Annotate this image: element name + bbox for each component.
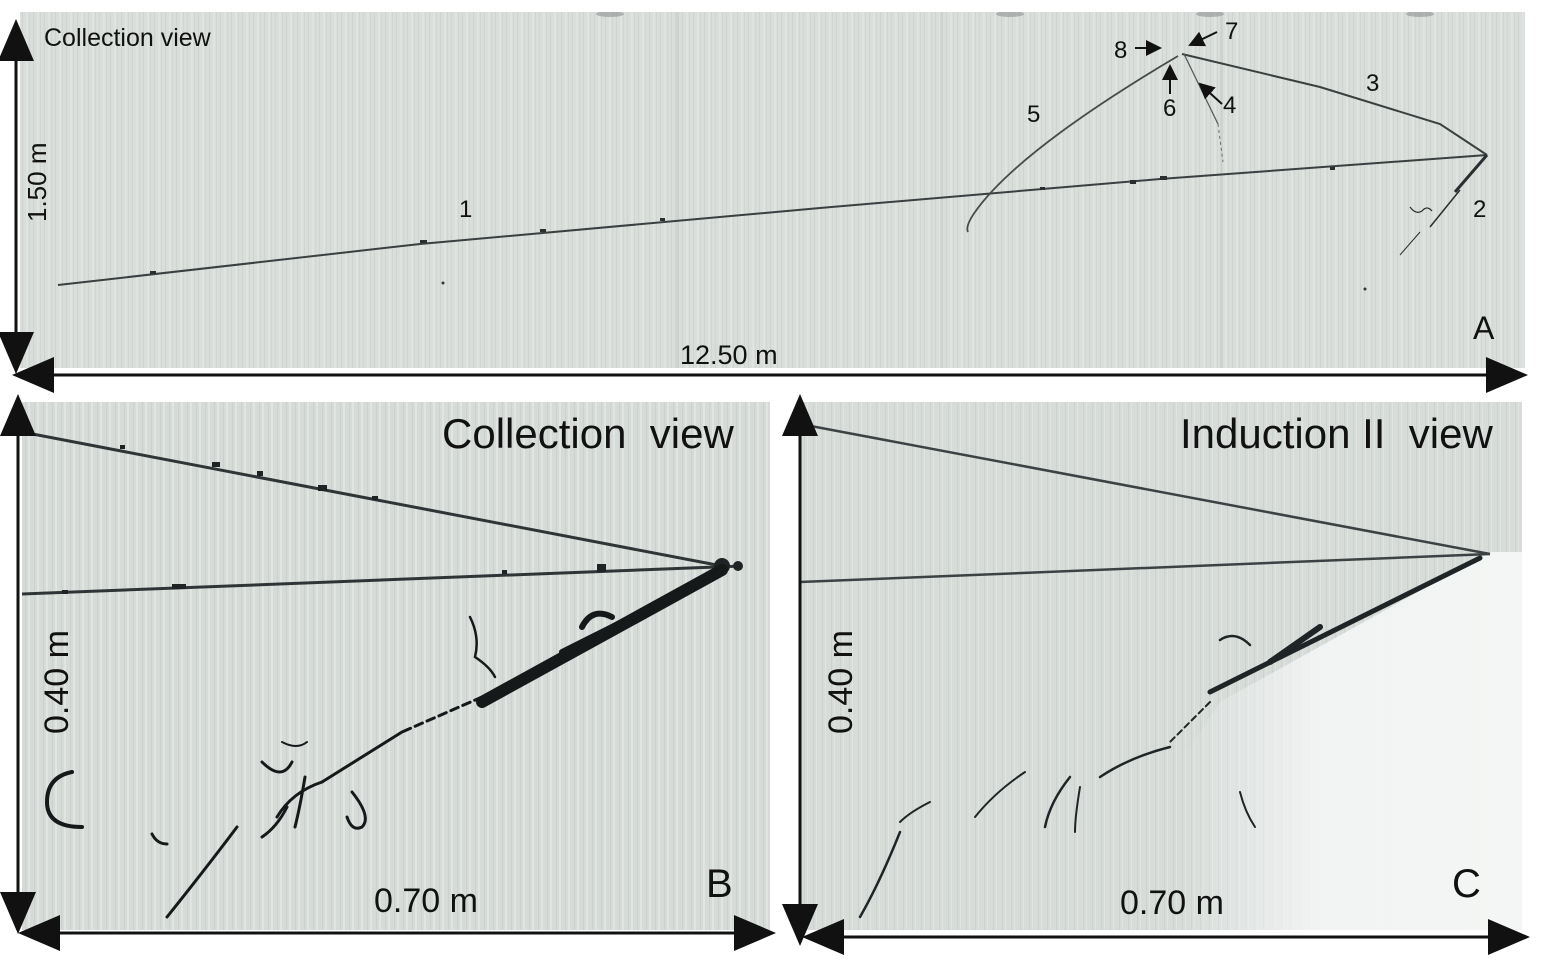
- track-number-4: 4: [1223, 92, 1237, 119]
- panel-b-event-display: [22, 402, 770, 930]
- panel-b-shower: [44, 564, 728, 919]
- panel-a-image: [20, 12, 1525, 368]
- panel-b-width-label: 0.70 m: [374, 882, 478, 920]
- track-3: [1181, 53, 1488, 156]
- panel-b-title: Collection view: [442, 410, 734, 457]
- panel-c-shower: [858, 555, 1483, 919]
- track-number-8: 8: [1114, 37, 1128, 64]
- panel-c-width-label: 0.70 m: [1120, 884, 1224, 922]
- track-number-1: 1: [459, 196, 473, 223]
- panel-c-track-upper: [800, 422, 1491, 556]
- panel-a-letter: A: [1473, 310, 1495, 346]
- panel-b-image: [22, 402, 770, 930]
- track-5: [966, 55, 1179, 233]
- shower-2: [1399, 154, 1489, 256]
- panel-c-letter: C: [1452, 862, 1481, 906]
- track-number-2: 2: [1473, 196, 1487, 223]
- panel-c-track-middle: [800, 552, 1491, 584]
- panel-c-title: Induction II view: [1180, 410, 1493, 457]
- track-number-6: 6: [1163, 95, 1177, 122]
- panel-c-event-display: [800, 402, 1522, 930]
- track-1-hits: [150, 167, 1335, 274]
- panel-c-image: [800, 402, 1522, 930]
- panel-a-title: Collection view: [44, 24, 211, 52]
- panel-b-track-middle: [22, 564, 743, 596]
- panel-a-event-display: [20, 12, 1525, 368]
- panel-b-letter: B: [706, 862, 733, 906]
- track-number-7: 7: [1225, 18, 1239, 45]
- panel-b-background: [22, 402, 770, 930]
- panel-a-background: [20, 12, 1525, 368]
- panel-a-width-label: 12.50 m: [680, 340, 778, 370]
- track-number-3: 3: [1366, 70, 1380, 97]
- track-number-5: 5: [1027, 101, 1041, 128]
- track-1: [57, 154, 1488, 286]
